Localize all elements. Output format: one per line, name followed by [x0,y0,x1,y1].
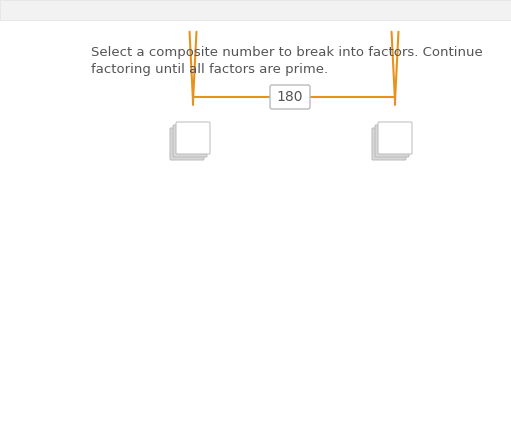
FancyBboxPatch shape [170,128,204,160]
FancyBboxPatch shape [375,125,409,157]
Text: Select a composite number to break into factors. Continue
factoring until all fa: Select a composite number to break into … [91,46,483,76]
FancyBboxPatch shape [173,125,207,157]
FancyBboxPatch shape [378,122,412,154]
Text: 180: 180 [277,90,303,104]
FancyBboxPatch shape [270,85,310,109]
FancyBboxPatch shape [0,0,511,20]
FancyBboxPatch shape [176,122,210,154]
FancyBboxPatch shape [372,128,406,160]
